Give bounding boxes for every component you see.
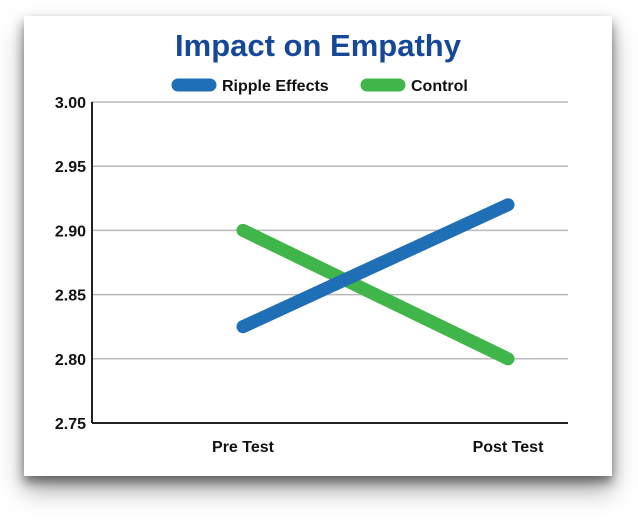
- legend-item: Ripple Effects: [171, 78, 329, 95]
- grid: [92, 101, 568, 360]
- series-line-ripple-effects: [236, 198, 515, 334]
- x-axis-ticks: Pre Test Post Test: [212, 439, 544, 456]
- chart-title: Impact on Empathy: [175, 28, 462, 63]
- y-tick-label: 2.90: [55, 223, 86, 240]
- y-tick-label: 3.00: [55, 95, 86, 112]
- legend: Ripple Effects Control: [171, 78, 468, 95]
- series-lines: [236, 198, 515, 366]
- y-tick-label: 2.85: [55, 288, 86, 305]
- series-line-control: [236, 223, 515, 366]
- x-tick-label: Post Test: [473, 439, 545, 456]
- legend-label: Ripple Effects: [222, 78, 329, 95]
- legend-label: Control: [411, 78, 468, 95]
- y-tick-label: 2.95: [55, 159, 86, 176]
- y-axis-ticks: 3.00 2.95 2.90 2.85 2.80 2.75: [55, 95, 86, 433]
- legend-item: Control: [360, 78, 468, 95]
- x-tick-label: Pre Test: [212, 439, 275, 456]
- y-tick-label: 2.80: [55, 352, 86, 369]
- y-tick-label: 2.75: [55, 416, 86, 433]
- chart-card: [24, 16, 612, 476]
